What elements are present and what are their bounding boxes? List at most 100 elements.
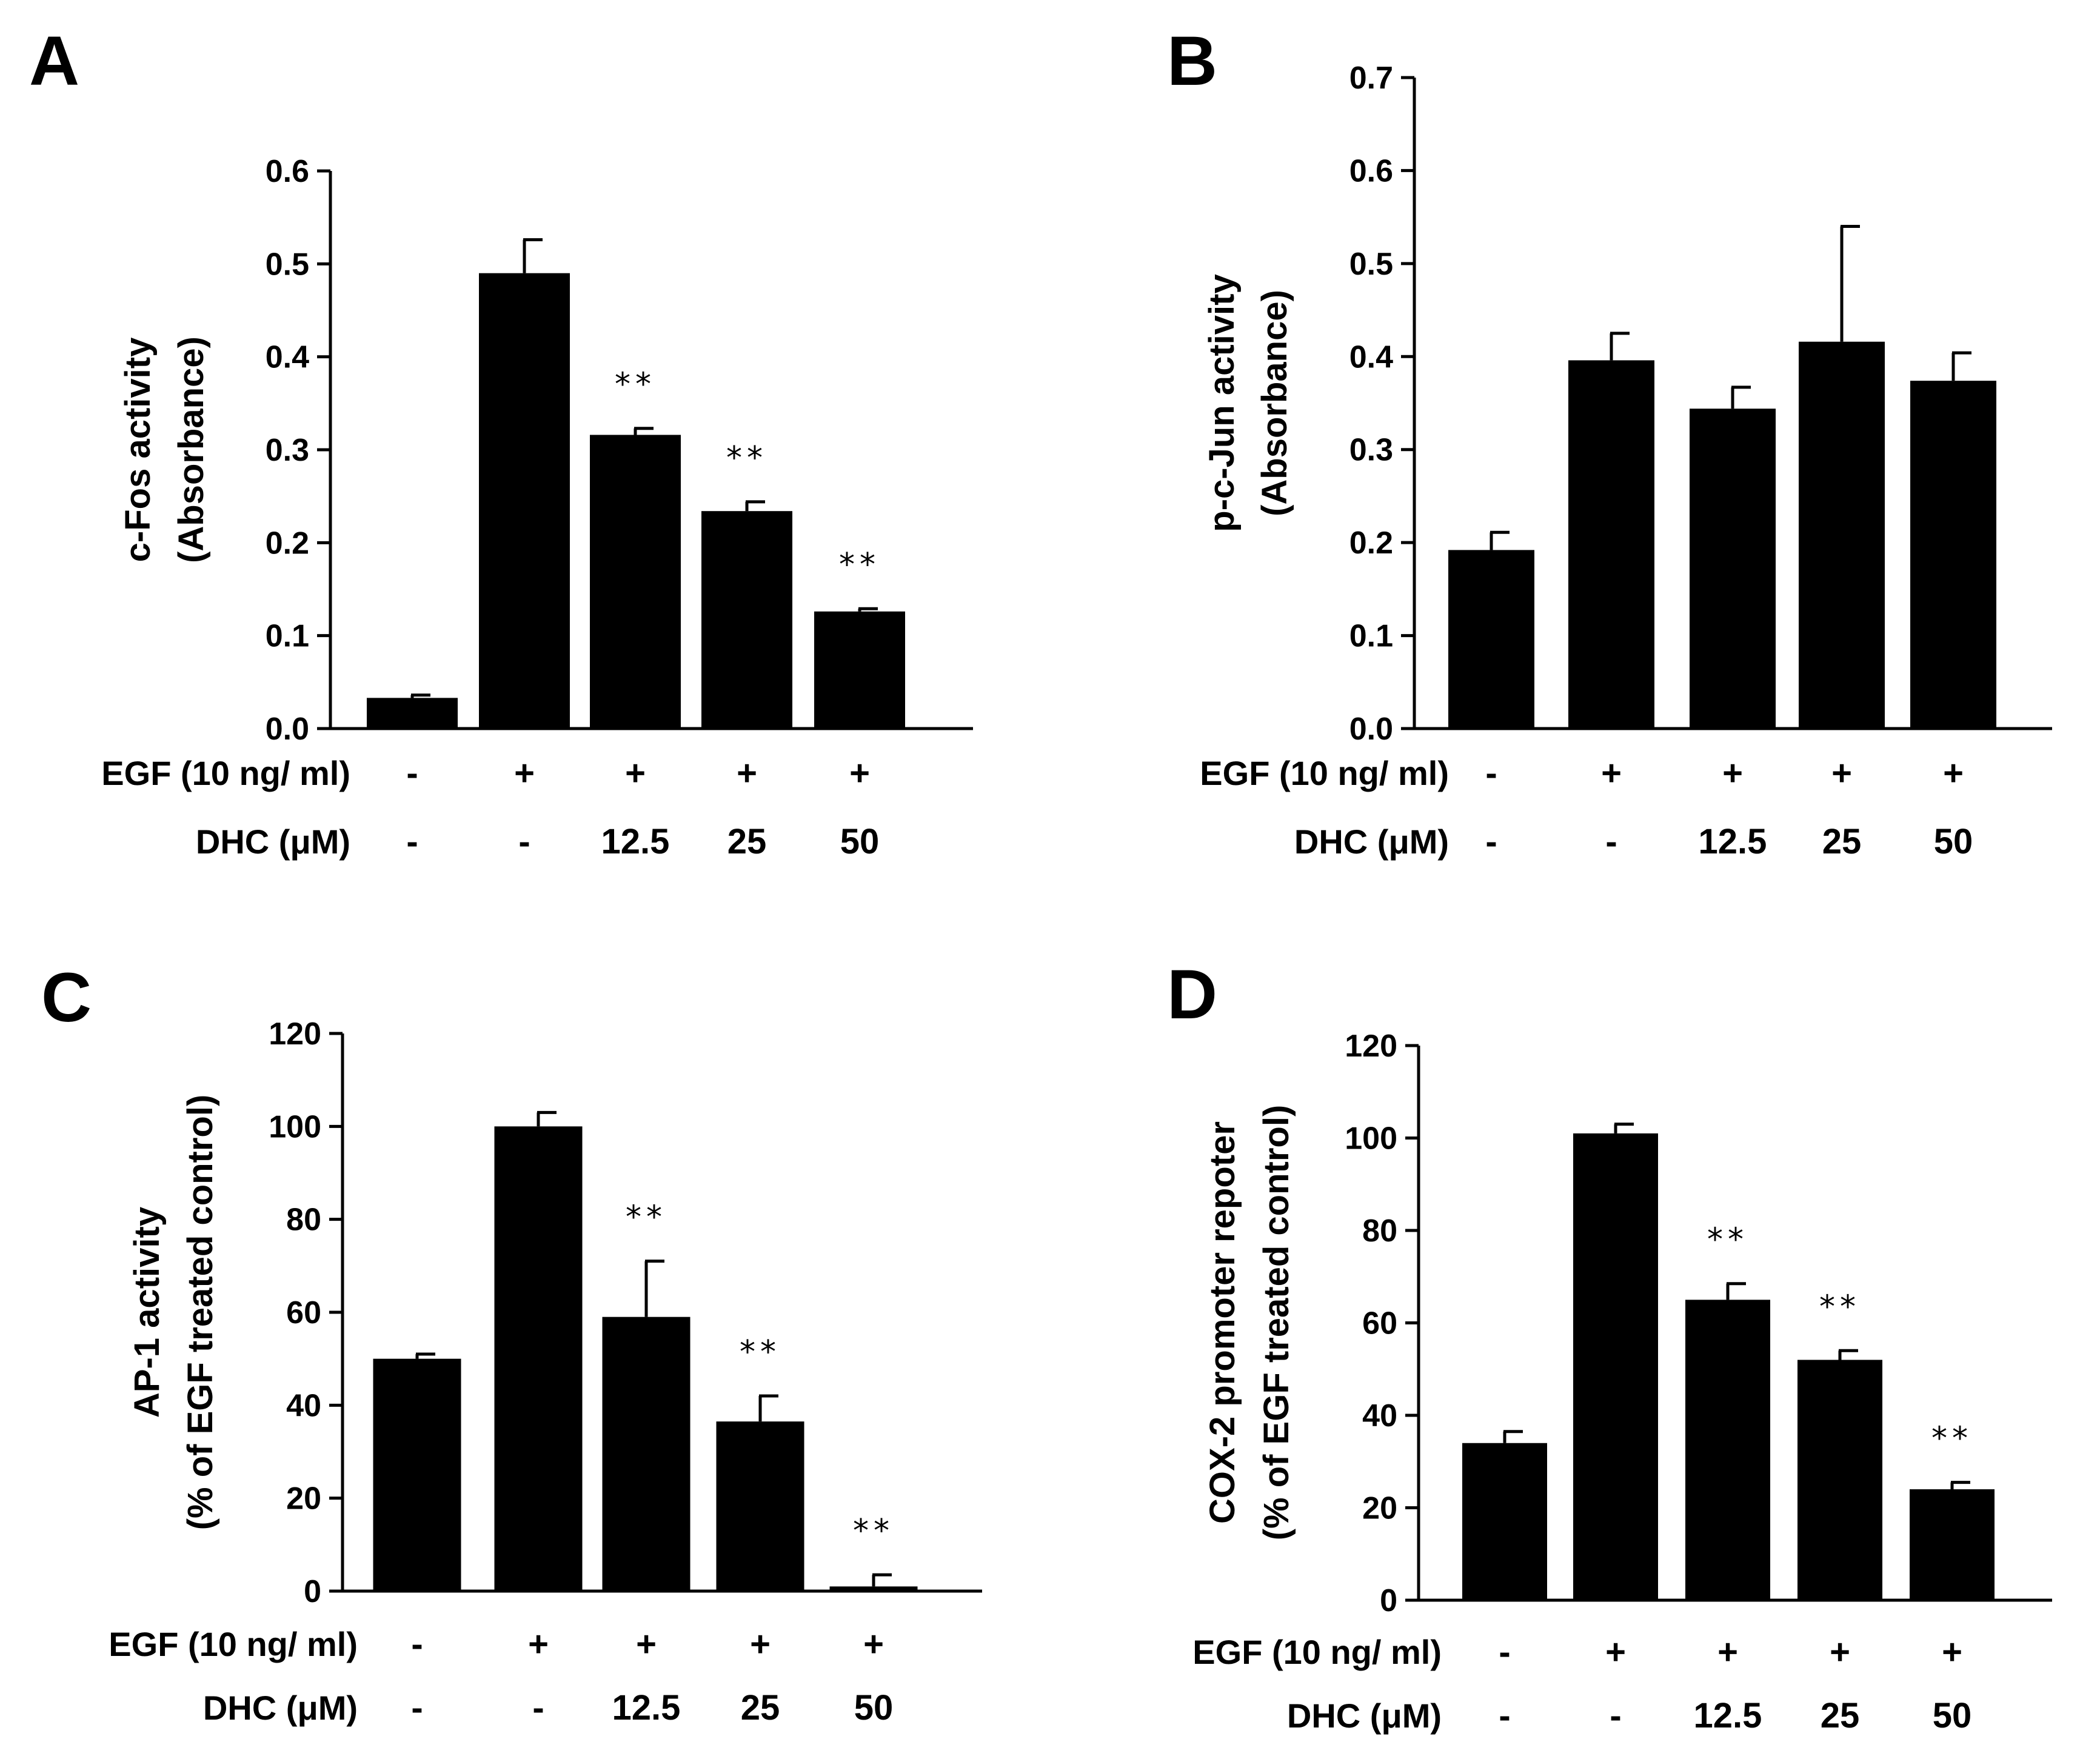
egf-row-value: + <box>1942 1632 1962 1672</box>
chart-panel-d: D 0 20 40 60 80 100 120 COX-2 promoter repoter (%… <box>1167 956 2052 1735</box>
significance-marker: ** <box>740 1334 781 1370</box>
significance-marker: ** <box>626 1200 667 1236</box>
egf-row-value: + <box>1831 753 1852 793</box>
egf-row-label: EGF (10 ng/ ml) <box>1200 754 1449 792</box>
chart-panel-a: A 0.0 0.1 0.2 0.3 0.4 0.5 0.6 c-Fos activity (Abs… <box>29 22 973 861</box>
significance-marker: ** <box>615 367 656 403</box>
y-tick-label: 0.2 <box>1349 526 1393 561</box>
dhc-row-value: 25 <box>1822 822 1862 861</box>
egf-row-value: - <box>1485 753 1497 793</box>
egf-row-value: + <box>750 1624 771 1664</box>
panel-letter: C <box>41 959 92 1036</box>
panel-letter: A <box>29 22 79 100</box>
y-tick-label: 0.0 <box>266 712 309 747</box>
significance-marker: ** <box>726 440 767 476</box>
y-tick-label: 60 <box>286 1295 321 1330</box>
y-tick-label: 0.1 <box>1349 619 1393 654</box>
y-tick-label: 20 <box>286 1481 321 1517</box>
dhc-row-value: 50 <box>1934 822 1973 861</box>
bar <box>602 1317 691 1591</box>
bar <box>1799 341 1885 729</box>
dhc-row-value: - <box>1605 822 1617 861</box>
dhc-row-value: 12.5 <box>601 822 670 861</box>
dhc-row-value: 12.5 <box>1699 822 1767 861</box>
dhc-row-value: 50 <box>840 822 880 861</box>
egf-row-value: - <box>411 1624 423 1664</box>
bar <box>367 698 458 729</box>
dhc-row-value: - <box>518 822 530 861</box>
y-axis-subtitle: (Absorbance) <box>172 336 211 563</box>
egf-row-value: + <box>528 1624 549 1664</box>
egf-row-value: + <box>863 1624 884 1664</box>
dhc-row-value: 12.5 <box>612 1688 681 1727</box>
bar <box>829 1586 918 1591</box>
y-tick-label: 0.5 <box>1349 247 1393 282</box>
y-axis-subtitle: (% of EGF treated control) <box>181 1095 220 1530</box>
y-tick-label: 120 <box>269 1016 321 1052</box>
bar <box>1448 550 1534 729</box>
y-tick-label: 0.3 <box>1349 433 1393 468</box>
significance-marker: ** <box>839 547 880 583</box>
y-tick-label: 0.5 <box>266 247 309 282</box>
dhc-row-label: DHC (μM) <box>1287 1697 1442 1735</box>
y-tick-label: 0.2 <box>266 526 309 561</box>
egf-row-value: + <box>1605 1632 1626 1672</box>
y-tick-label: 60 <box>1362 1306 1397 1341</box>
dhc-row-value: - <box>411 1688 423 1727</box>
y-axis-subtitle: (Absorbance) <box>1255 290 1294 516</box>
y-tick-label: 100 <box>1345 1121 1397 1157</box>
egf-row-label: EGF (10 ng/ ml) <box>101 754 350 792</box>
bar <box>373 1358 461 1591</box>
dhc-row-label: DHC (μM) <box>1294 823 1449 861</box>
egf-row-value: + <box>1717 1632 1738 1672</box>
significance-marker: ** <box>1707 1222 1748 1258</box>
egf-row-label: EGF (10 ng/ ml) <box>109 1625 358 1663</box>
dhc-row-value: 50 <box>854 1688 894 1727</box>
y-tick-label: 0 <box>1380 1583 1397 1618</box>
y-tick-label: 0.3 <box>266 433 309 468</box>
dhc-row-value: - <box>1499 1696 1510 1735</box>
dhc-row-label: DHC (μM) <box>203 1689 358 1727</box>
y-axis-title: p-c-Jun activity <box>1202 274 1242 532</box>
egf-row-value: + <box>636 1624 657 1664</box>
egf-row-value: + <box>514 753 535 793</box>
bar <box>1573 1133 1658 1600</box>
y-tick-label: 0.4 <box>1349 339 1393 375</box>
y-tick-label: 0.6 <box>266 154 309 189</box>
y-tick-label: 40 <box>1362 1398 1397 1434</box>
egf-row-value: + <box>737 753 757 793</box>
y-axis-title: AP-1 activity <box>127 1207 167 1418</box>
dhc-row-value: - <box>406 822 418 861</box>
egf-row-value: + <box>1830 1632 1850 1672</box>
bar <box>479 273 570 729</box>
significance-marker: ** <box>853 1513 894 1549</box>
bar <box>701 511 792 729</box>
panel-letter: B <box>1167 22 1217 100</box>
egf-row-label: EGF (10 ng/ ml) <box>1192 1633 1442 1671</box>
bar <box>716 1421 804 1591</box>
bar <box>1910 1489 1995 1600</box>
y-tick-label: 20 <box>1362 1491 1397 1526</box>
egf-row-value: - <box>1499 1632 1510 1672</box>
y-tick-label: 0.6 <box>1349 153 1393 189</box>
bar <box>1690 409 1776 729</box>
chart-panel-c: C 0 20 40 60 80 100 120 AP-1 activity (% of EGF t… <box>41 959 982 1727</box>
significance-marker: ** <box>1819 1289 1861 1325</box>
dhc-row-value: 25 <box>741 1688 780 1727</box>
bar <box>1462 1443 1547 1600</box>
dhc-row-label: DHC (μM) <box>196 823 350 861</box>
y-tick-label: 0.1 <box>266 619 309 654</box>
bar <box>1568 360 1654 729</box>
y-axis-title: c-Fos activity <box>118 338 158 562</box>
dhc-row-value: 25 <box>727 822 767 861</box>
y-tick-label: 100 <box>269 1109 321 1144</box>
y-tick-label: 0.0 <box>1349 712 1393 747</box>
y-tick-label: 120 <box>1345 1029 1397 1064</box>
y-tick-label: 0.4 <box>266 340 309 375</box>
significance-marker: ** <box>1931 1421 1973 1457</box>
egf-row-value: + <box>849 753 870 793</box>
y-tick-label: 40 <box>286 1388 321 1423</box>
egf-row-value: + <box>1601 753 1622 793</box>
bar <box>814 611 905 729</box>
egf-row-value: + <box>1722 753 1743 793</box>
